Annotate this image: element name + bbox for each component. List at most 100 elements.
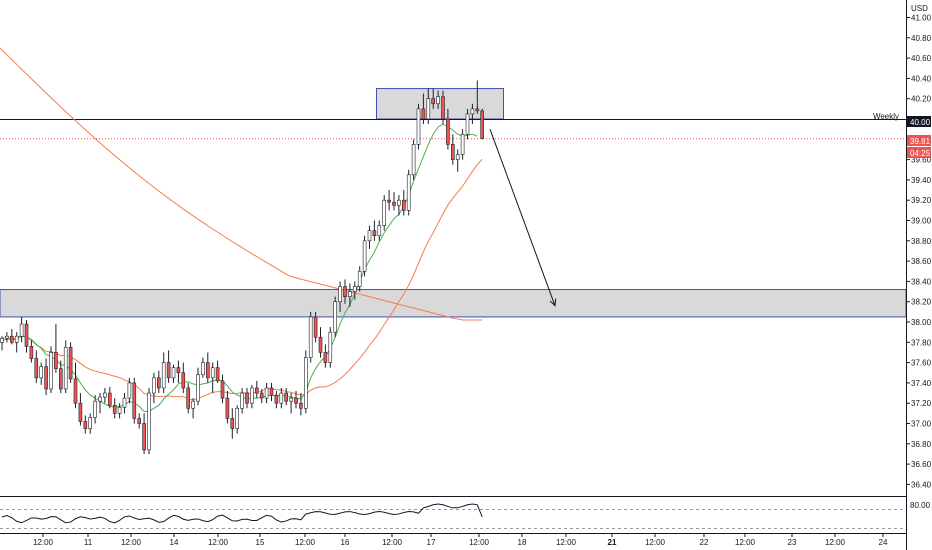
price-axis-label: 37.40 — [911, 379, 932, 388]
candles-layer — [0, 80, 485, 454]
candle — [29, 340, 34, 363]
candle-body-up — [357, 270, 362, 287]
candle — [450, 134, 455, 165]
candle — [416, 103, 421, 150]
candle-body-down — [206, 362, 210, 379]
time-axis-label: 12:00 — [469, 538, 490, 547]
candle — [152, 372, 156, 404]
price-axis-label: 37.60 — [911, 359, 932, 368]
candle-body-up — [416, 108, 421, 145]
candle-body-down — [225, 397, 230, 419]
candle — [108, 386, 112, 409]
candle-body-up — [63, 347, 68, 390]
candle — [78, 393, 83, 426]
candle-body-up — [171, 367, 176, 379]
candle-body-up — [397, 199, 401, 206]
candle — [352, 281, 357, 300]
price-axis-label: 38.20 — [911, 298, 932, 307]
candle — [323, 344, 328, 368]
candle — [63, 340, 68, 394]
price-axis-label: 38.00 — [911, 318, 932, 327]
candle-body-down — [372, 230, 377, 237]
candle-body-up — [240, 392, 244, 409]
candle-body-down — [294, 397, 298, 404]
candle — [460, 129, 465, 160]
candle — [274, 391, 279, 409]
candle — [54, 324, 58, 373]
candle — [299, 393, 303, 416]
currency-label: USD — [911, 4, 928, 13]
time-axis-label: 18 — [518, 538, 527, 547]
candle — [215, 360, 220, 383]
price-axis-label: 39.40 — [911, 176, 932, 185]
candle — [112, 398, 117, 419]
candle-body-down — [318, 336, 323, 353]
projection-arrow-shaft — [489, 129, 556, 306]
candle-body-up — [161, 362, 166, 389]
candle-body-up — [367, 230, 372, 242]
candle-body-up — [308, 316, 313, 358]
candle — [255, 380, 259, 399]
candle-body-down — [323, 352, 328, 363]
candle-body-down — [157, 377, 161, 389]
candle-body-up — [436, 96, 440, 105]
candle-body-up — [470, 108, 475, 115]
price-axis-label: 37.00 — [911, 420, 932, 429]
candle-body-up — [377, 225, 382, 237]
candle-body-up — [289, 397, 293, 402]
candle-body-up — [210, 367, 215, 379]
candle-body-up — [465, 113, 470, 135]
candle — [480, 108, 485, 140]
candle — [235, 405, 239, 434]
candle — [294, 391, 298, 409]
price-axis-label: 38.40 — [911, 277, 932, 286]
candle-body-up — [191, 400, 195, 409]
candle — [377, 220, 382, 241]
candle — [465, 108, 470, 140]
candle — [382, 195, 387, 231]
candle — [318, 327, 323, 358]
candle — [455, 149, 460, 172]
candle-body-up — [152, 377, 156, 394]
candle — [157, 370, 161, 394]
candle-body-down — [269, 387, 274, 396]
candle — [250, 384, 254, 409]
time-axis-label: 12:00 — [33, 538, 54, 547]
candle-body-up — [333, 301, 338, 333]
candle — [24, 319, 29, 353]
candle-body-up — [122, 397, 127, 408]
current-price-tag-text: 39.81 — [910, 137, 931, 146]
time-axis[interactable]: 12:00 11 12:00 14 12:00 15 12:00 16 12:00 17 12:00… — [33, 533, 888, 547]
candle-body-down — [73, 378, 78, 404]
candle-body-down — [137, 418, 141, 424]
candle-body-up — [264, 387, 269, 399]
candle — [142, 413, 146, 454]
candle-body-down — [446, 118, 450, 145]
candle-body-down — [259, 392, 264, 399]
candle-body-down — [387, 199, 391, 203]
candle-body-down — [83, 421, 88, 429]
candle-body-up — [127, 382, 132, 399]
candle — [19, 316, 24, 343]
candle-body-up — [5, 335, 9, 339]
candle-body-up — [0, 337, 4, 343]
price-axis-label: 39.20 — [911, 196, 932, 205]
candle-body-down — [299, 402, 303, 409]
price-axis-label: 37.80 — [911, 338, 932, 347]
candle — [284, 387, 289, 406]
countdown-tag-text: 04:25 — [910, 149, 931, 158]
candle-body-up — [352, 286, 357, 292]
candle — [441, 90, 445, 125]
candle-body-up — [411, 144, 416, 176]
candle — [475, 80, 480, 114]
candle-body-down — [441, 96, 445, 120]
price-axis-label: 36.60 — [911, 460, 932, 469]
candle-body-up — [406, 174, 411, 211]
candle — [240, 387, 244, 414]
price-axis-label: 40.80 — [911, 34, 932, 43]
candle-body-down — [220, 380, 225, 399]
time-axis-label: 17 — [427, 538, 436, 547]
candle — [181, 362, 186, 394]
candle — [269, 382, 274, 402]
